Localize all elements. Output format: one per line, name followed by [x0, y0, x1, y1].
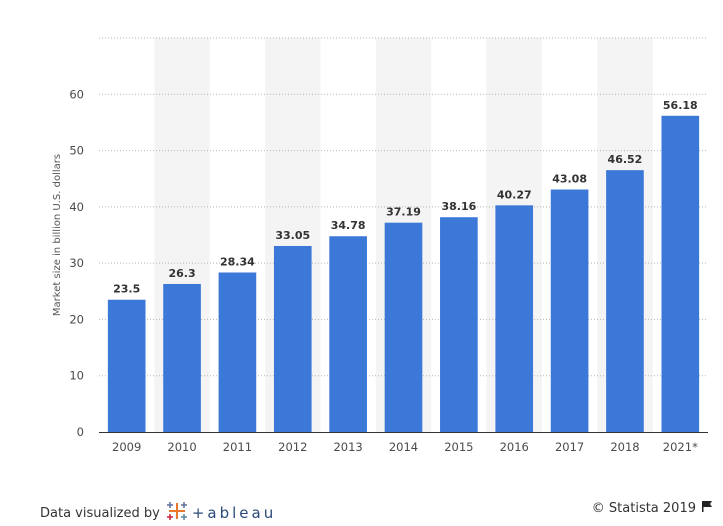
bar-2011[interactable] [218, 272, 257, 432]
bar-2014[interactable] [384, 222, 423, 432]
bar-2018[interactable] [606, 170, 644, 432]
y-tick-label: 50 [69, 144, 84, 158]
value-label-2014: 37.19 [386, 206, 421, 219]
x-tick-label-2010: 2010 [167, 440, 196, 454]
x-tick-label-2017: 2017 [555, 440, 584, 454]
bar-2013[interactable] [329, 236, 367, 432]
x-tick-label-2014: 2014 [389, 440, 418, 454]
value-label-2021*: 56.18 [663, 99, 698, 112]
x-tick-label-2009: 2009 [112, 440, 141, 454]
y-tick-label: 30 [69, 256, 84, 270]
flag-icon[interactable] [701, 500, 713, 516]
value-label-2015: 38.16 [441, 200, 476, 213]
x-tick-label-2016: 2016 [500, 440, 529, 454]
y-axis-title: Market size in billion U.S. dollars [52, 154, 63, 316]
x-tick-label-2015: 2015 [444, 440, 473, 454]
y-tick-label: 20 [69, 312, 84, 326]
value-label-2016: 40.27 [497, 188, 532, 201]
value-label-2012: 33.05 [275, 229, 310, 242]
value-label-2013: 34.78 [331, 219, 366, 232]
x-tick-label-2012: 2012 [278, 440, 307, 454]
bar-2010[interactable] [163, 283, 201, 432]
bar-2015[interactable] [440, 217, 478, 432]
tableau-cross-icon[interactable] [166, 500, 188, 526]
bar-2017[interactable] [550, 189, 589, 432]
x-tick-label-2021*: 2021* [663, 440, 698, 454]
bar-2012[interactable] [273, 245, 312, 432]
y-tick-label: 10 [69, 369, 84, 383]
bar-2016[interactable] [495, 205, 534, 432]
y-tick-label: 0 [77, 425, 84, 439]
tableau-wordmark: +ableau [191, 504, 277, 522]
x-tick-label-2011: 2011 [223, 440, 252, 454]
y-tick-label: 60 [69, 87, 84, 101]
copyright-text: © Statista 2019 [591, 500, 696, 516]
x-tick-label-2018: 2018 [610, 440, 639, 454]
bar-2021*[interactable] [661, 115, 700, 432]
footer-copyright: © Statista 2019 [592, 500, 713, 516]
y-axis-ticks: 0 10 20 30 40 50 60 [69, 87, 84, 439]
footer-credit: Data visualized by +ableau [40, 500, 276, 526]
y-tick-label: 40 [69, 200, 84, 214]
x-axis-ticks: 2009 2010 2011 2012 2013 2014 2015 2016 2017 2018… [112, 440, 698, 454]
value-label-2017: 43.08 [552, 173, 587, 186]
bars [107, 115, 700, 432]
x-tick-label-2013: 2013 [333, 440, 362, 454]
value-label-2010: 26.3 [168, 267, 195, 280]
value-label-2011: 28.34 [220, 255, 255, 268]
credit-text: Data visualized by [40, 505, 160, 521]
value-labels: 23.5 26.3 28.34 33.05 34.78 37.19 38.16 40.27 43… [113, 99, 698, 296]
bar-2009[interactable] [107, 299, 146, 432]
value-label-2018: 46.52 [608, 153, 643, 166]
value-label-2009: 23.5 [113, 283, 140, 296]
